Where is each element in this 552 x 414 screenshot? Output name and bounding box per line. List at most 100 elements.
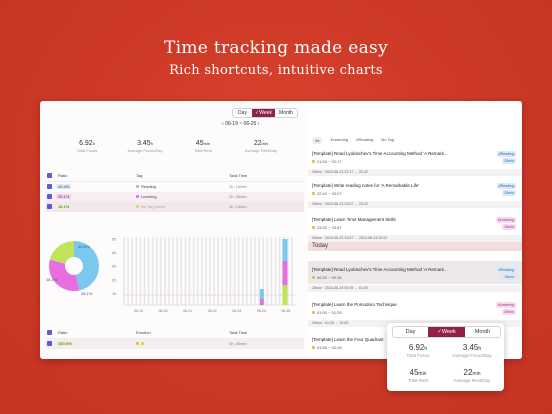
hero-subtitle: Rich shortcuts, intuitive charts — [169, 63, 383, 78]
stat-average-rest: 22min Average Rest/Day — [236, 140, 286, 153]
popup-stat-total-rest: 45min Total Rest — [393, 368, 443, 383]
hero-title: Time tracking made easy — [164, 38, 388, 58]
table-row[interactable]: 18.1% No Tag Name 1h, 15min — [46, 202, 304, 212]
emotion-icon — [312, 160, 315, 164]
chevron-right-icon[interactable]: › — [257, 121, 260, 127]
x-tick-label: 06-22 — [208, 309, 217, 313]
popup-tab-day[interactable]: Day — [405, 329, 416, 335]
task-title: [Template] Learn the Four Quadrant — [312, 337, 384, 342]
task-duration: 25min — [502, 158, 516, 164]
tab-day[interactable]: Day — [238, 110, 247, 116]
ratio-badge: 100.0% — [56, 341, 74, 346]
donut-slice-label: 18.1% — [46, 277, 58, 282]
popup-tab-week-label: Week — [441, 329, 456, 335]
table-row[interactable]: 28.1% Learning 2h, 36min — [46, 192, 304, 202]
row-checkbox[interactable] — [47, 341, 52, 346]
filter-reading[interactable]: #Reading — [356, 137, 374, 142]
selected-row-highlight — [308, 261, 522, 284]
list-item[interactable]: [Template] Read Lyubischev's Time Accoun… — [308, 151, 522, 176]
hero: Time tracking made easy Rich shortcuts, … — [0, 38, 552, 78]
range-label: 06-19 ~ 06-25 — [225, 121, 257, 127]
popup-tab-month[interactable]: Month — [474, 329, 491, 335]
task-tag: #Learning — [496, 302, 516, 308]
task-duration: 25min — [502, 224, 516, 230]
x-tick-label: 06-19 — [134, 309, 143, 313]
stat-value: 45 — [195, 140, 204, 147]
list-item[interactable]: [Template] Read Lyubischev's Time Accoun… — [308, 267, 522, 292]
task-time: 22:42 ~ 23:07 — [317, 191, 342, 196]
task-time: 23:32 ~ 23:57 — [317, 225, 342, 230]
task-title: [Template] Read Lyubischev's Time Accoun… — [312, 267, 448, 272]
stat-unit: min — [418, 371, 427, 377]
range-tabs: Day ✓ Week Month — [232, 108, 298, 118]
rest-meta: 25min · 2024-06-23 23:57 → 2024-06-24 00… — [308, 235, 522, 242]
task-time: 01:50 ~ 02:15 — [317, 345, 342, 350]
tag-table-header: Ratio Tag Total Time — [46, 171, 304, 182]
list-item[interactable]: [Template] Write reading notes for 'A Re… — [308, 183, 522, 208]
row-checkbox[interactable] — [47, 194, 52, 199]
row-checkbox[interactable] — [47, 204, 52, 209]
stat-unit: h — [150, 141, 153, 146]
check-icon: ✓ — [255, 110, 260, 116]
tab-week[interactable]: ✓ Week — [252, 109, 275, 117]
filter-no-tag[interactable]: No Tag — [381, 137, 394, 142]
y-tick-label: 2h — [112, 277, 116, 282]
select-all-checkbox[interactable] — [47, 330, 52, 335]
stat-value: 45 — [409, 368, 419, 377]
list-item[interactable]: [Template] Learn Time Management Skills … — [308, 217, 522, 242]
x-tick-label: 06-25 — [281, 309, 290, 313]
stat-value: 22 — [463, 368, 473, 377]
ratio-badge: 18.1% — [56, 204, 72, 209]
popup-stat-average-rest: 22min Average Rest/Day — [447, 368, 497, 383]
table-row[interactable]: 40.4% Reading 2h, 16min — [46, 182, 304, 192]
stat-total-focus: 6.92h Total Focus — [62, 140, 112, 153]
tab-month[interactable]: Month — [279, 110, 293, 116]
tag-name: Learning — [141, 194, 157, 199]
total-time: 1h, 15min — [229, 204, 247, 209]
list-item[interactable]: [Template] Learn the Four Quadrant 01:50… — [312, 337, 518, 350]
stat-unit: min — [203, 141, 211, 146]
emotion-icon — [136, 342, 139, 346]
chevron-left-icon[interactable]: ‹ — [222, 121, 224, 127]
select-all-checkbox[interactable] — [47, 173, 52, 178]
ratio-badge: 28.1% — [56, 194, 72, 199]
date-range: ‹ 06-19 ~ 06-25 › — [222, 121, 259, 127]
donut-slice — [48, 259, 80, 291]
header-ratio: Ratio — [58, 173, 68, 178]
donut-slice-label: 40.4% — [78, 244, 90, 249]
popup-tab-week[interactable]: ✓ Week — [428, 327, 465, 337]
task-duration: 25min — [502, 309, 516, 315]
summary-stats: 6.92h Total Focus 3.45h Average Focus/Day … — [40, 140, 305, 164]
filter-learning[interactable]: #Learning — [330, 137, 349, 142]
emotion-color-dot — [141, 342, 144, 346]
stat-label: Total Focus — [406, 353, 430, 358]
tab-week-label: Week — [259, 110, 272, 116]
task-time: 01:00 ~ 01:25 — [317, 310, 342, 315]
emotion-icon — [312, 311, 315, 315]
row-checkbox[interactable] — [47, 184, 52, 189]
emotion-table: Ratio Emotion Total Time 100.0% 4h, 55mi… — [46, 328, 304, 349]
list-item[interactable]: [Template] Learn the Pomodoro Technique … — [308, 302, 522, 327]
stat-label: Total Rest — [194, 148, 212, 153]
stat-value: 3.45 — [137, 140, 151, 147]
header-ratio: Ratio — [58, 330, 68, 335]
tag-name: Reading — [141, 184, 156, 189]
stat-average-focus: 3.45h Average Focus/Day — [120, 140, 170, 153]
app-window: Day ✓ Week Month ‹ 06-19 ~ 06-25 › 6.92h… — [40, 101, 522, 359]
stat-value: 6.92 — [408, 343, 425, 352]
tag-table: Ratio Tag Total Time 40.4% Reading 2h, 1… — [46, 171, 304, 212]
x-tick-label: 06-23 — [232, 309, 241, 313]
filter-all[interactable]: All — [312, 137, 323, 144]
header-emotion: Emotion — [136, 330, 151, 335]
stat-label: Average Rest/Day — [244, 148, 278, 153]
task-duration: 25min — [502, 190, 516, 196]
popup-stat-average-focus: 3.45h Average Focus/Day — [447, 343, 497, 358]
check-icon: ✓ — [437, 329, 442, 335]
total-time: 2h, 36min — [229, 194, 247, 199]
stat-label: Average Focus/Day — [452, 353, 492, 358]
task-title: [Template] Learn Time Management Skills — [312, 217, 396, 222]
tag-filter: All #Learning #Reading No Tag — [312, 137, 394, 144]
table-row[interactable]: 100.0% 4h, 55min — [46, 339, 304, 349]
popup-range-tabs: Day ✓ Week Month — [392, 326, 501, 338]
tag-name: No Tag Name — [141, 204, 166, 209]
